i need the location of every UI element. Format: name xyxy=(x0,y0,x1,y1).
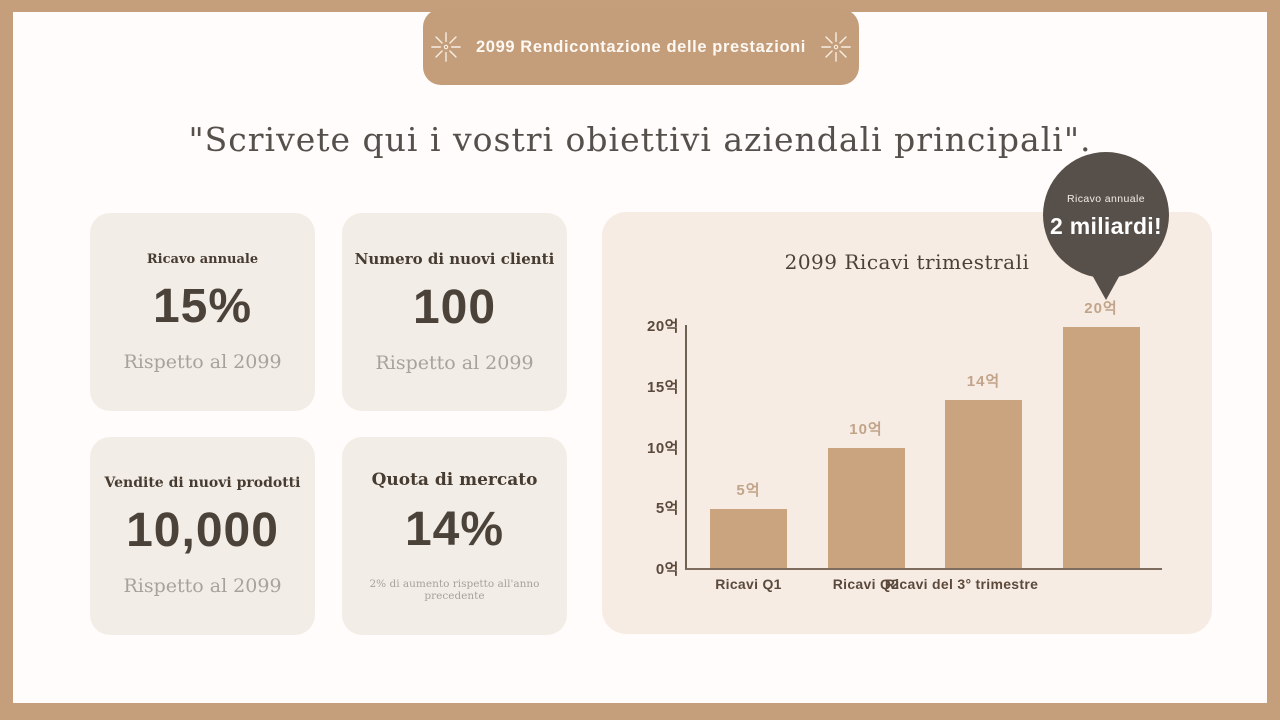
slide-canvas: 2099 Rendicontazione delle prestazioni "… xyxy=(13,9,1267,703)
y-axis-tick: 10억 xyxy=(647,439,679,457)
bar-value-label: 20억 xyxy=(1084,300,1118,317)
slide-title: "Scrivete qui i vostri obiettivi azienda… xyxy=(188,120,1092,159)
bar-value-label: 14억 xyxy=(966,373,1001,390)
card-value: 15% xyxy=(152,279,253,333)
card-caption: Rispetto al 2099 xyxy=(123,575,282,597)
bar-value-label: 5억 xyxy=(736,482,761,499)
card-value: 100 xyxy=(412,281,497,334)
bar-3 xyxy=(945,400,1022,568)
card-value: 10,000 xyxy=(126,504,279,557)
y-axis-tick: 5억 xyxy=(655,500,679,518)
y-axis-tick: 20억 xyxy=(647,318,679,335)
bar-2 xyxy=(827,448,905,568)
header-title: 2099 Rendicontazione delle prestazioni xyxy=(476,37,806,56)
x-axis-label: Ricavi Q1 xyxy=(715,576,782,592)
card-label: Vendite di nuovi prodotti xyxy=(104,475,301,491)
card-caption: Rispetto al 2099 xyxy=(123,350,282,373)
sparkle-icon xyxy=(430,31,462,63)
callout-value: 2 miliardi! xyxy=(1050,212,1162,239)
card-caption: 2% di aumento rispetto all'anno preceden… xyxy=(369,578,540,602)
callout-bubble: Ricavo annuale 2 miliardi! xyxy=(1043,152,1169,278)
y-axis-tick: 0억 xyxy=(655,561,679,578)
bar-value-label: 10억 xyxy=(849,421,883,438)
card-label: Numero di nuovi clienti xyxy=(354,250,555,268)
stat-card-nuovi-clienti: Numero di nuovi clienti 100 Rispetto al … xyxy=(342,213,567,411)
sparkle-icon xyxy=(820,31,852,63)
x-axis-label: Ricavi del 3° trimestre xyxy=(884,576,1039,592)
chart-title: 2099 Ricavi trimestrali xyxy=(784,250,1030,274)
header-badge: 2099 Rendicontazione delle prestazioni xyxy=(423,9,859,85)
bar-1 xyxy=(710,509,787,568)
stat-card-vendite-prodotti: Vendite di nuovi prodotti 10,000 Rispett… xyxy=(90,437,315,635)
card-label: Quota di mercato xyxy=(371,470,538,490)
card-value: 14% xyxy=(404,503,505,556)
stat-cards: Ricavo annuale 15% Rispetto al 2099 Nume… xyxy=(90,213,567,635)
stat-card-quota-mercato: Quota di mercato 14% 2% di aumento rispe… xyxy=(342,437,567,635)
card-caption: Rispetto al 2099 xyxy=(375,352,534,374)
stat-card-ricavo-annuale: Ricavo annuale 15% Rispetto al 2099 xyxy=(90,213,315,411)
y-axis-tick: 15억 xyxy=(647,378,679,396)
card-label: Ricavo annuale xyxy=(146,251,259,267)
bar-4 xyxy=(1062,327,1140,568)
bar-plot: 0억 5억 10억 15억 20억 5억 Ricavi Q1 10억 Ricavi Q2 14억 R… xyxy=(647,300,1162,592)
callout-label: Ricavo annuale xyxy=(1067,192,1145,205)
x-axis-label: Ricavi Q2 xyxy=(832,576,900,592)
